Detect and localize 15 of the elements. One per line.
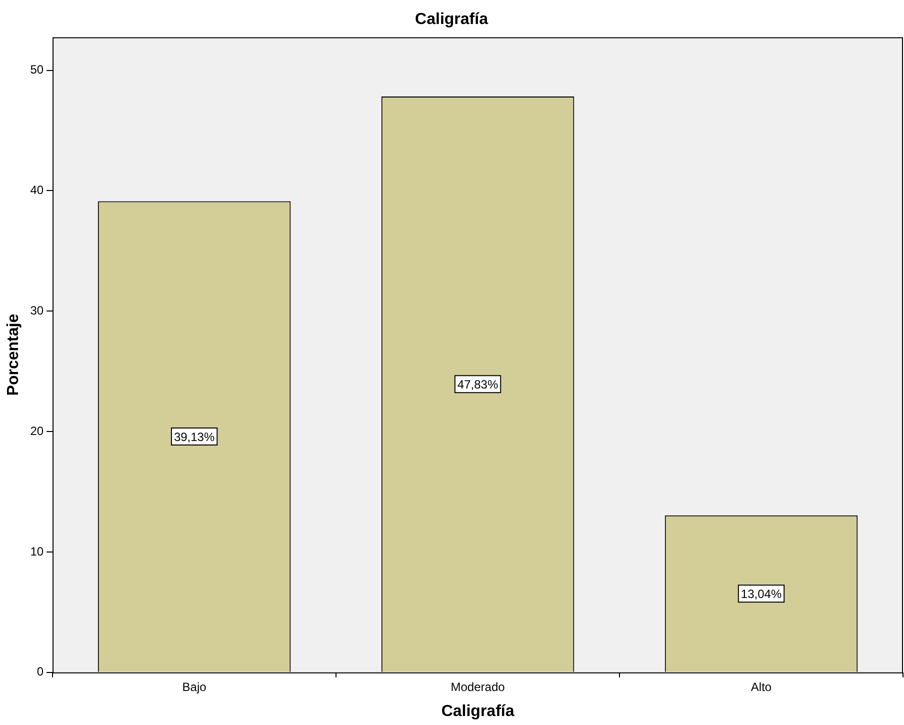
y-tick-label: 40 <box>30 183 44 198</box>
data-label: 47,83% <box>457 377 498 392</box>
data-label: 13,04% <box>740 586 782 601</box>
chart-title: Caligrafía <box>415 11 488 28</box>
x-tick-label: Alto <box>750 680 772 694</box>
data-label: 39,13% <box>174 430 215 444</box>
y-axis-title: Porcentaje <box>5 314 22 396</box>
x-tick-label: Moderado <box>450 680 506 694</box>
y-tick-label: 50 <box>30 62 44 77</box>
x-axis-title: Caligrafía <box>441 702 514 720</box>
y-tick-label: 30 <box>30 303 44 318</box>
y-tick-label: 0 <box>36 664 44 679</box>
y-tick-label: 10 <box>30 544 44 558</box>
y-tick-label: 20 <box>30 424 44 438</box>
x-tick-label: Bajo <box>182 680 207 694</box>
